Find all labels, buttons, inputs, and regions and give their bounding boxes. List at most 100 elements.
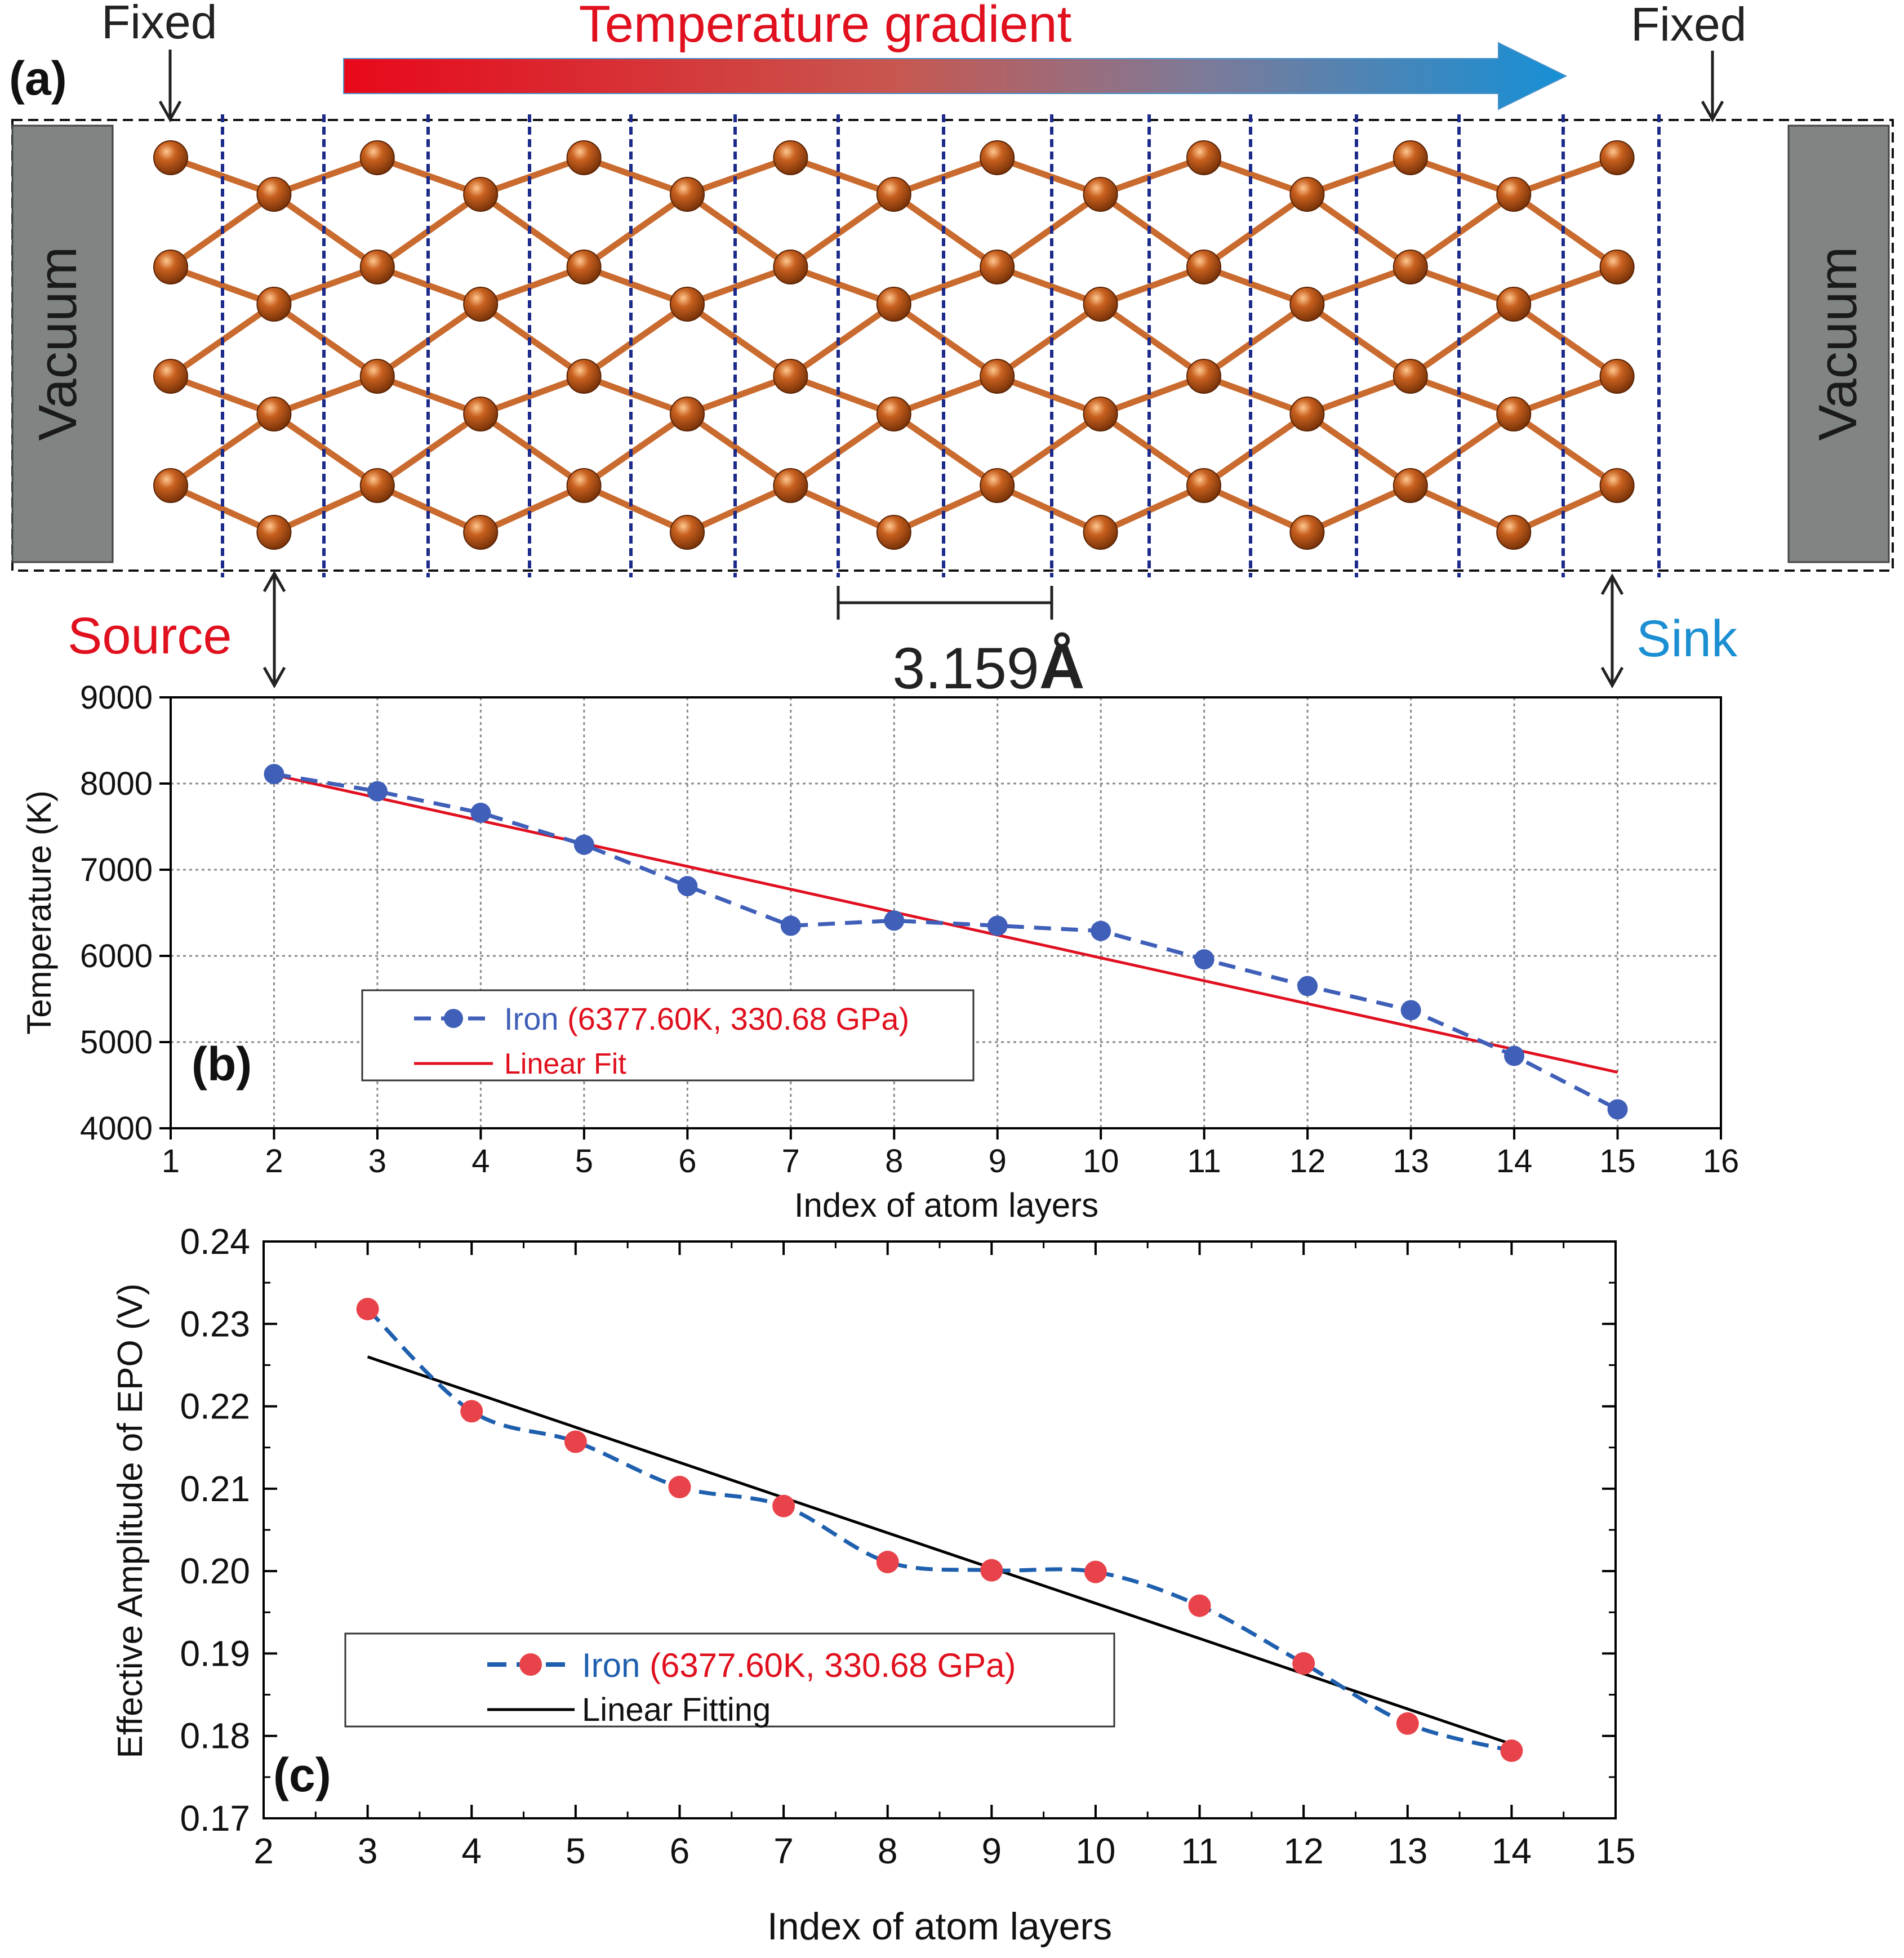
iron-atom [463,515,499,550]
lattice-bond [1407,411,1517,489]
lattice-bond [581,373,691,417]
chart-b-point [677,876,698,897]
lattice-bond [1200,301,1310,380]
iron-atom [1496,287,1532,322]
chart-c-legend-iron-text: Iron (6377.60K, 330.68 GPa) [582,1646,1016,1684]
lattice-bond [1407,191,1517,270]
iron-atom [980,140,1015,175]
fixed-right-label: Fixed [1631,0,1746,51]
chart-b-ytick-label: 8000 [80,766,153,802]
vacuum-right-label: Vacuum [1808,246,1868,440]
lattice-bond [1510,264,1621,308]
chart-c-point [1188,1594,1211,1617]
iron-atom [1289,287,1325,322]
lattice-bond [1304,411,1414,489]
iron-atom [153,140,188,175]
lattice-bond [1510,373,1621,417]
lattice-bond [1200,482,1310,536]
chart-c-legend-iron-name: Iron [582,1646,640,1684]
lattice-bond [581,154,691,198]
iron-atom [153,250,188,284]
iron-atom [463,287,499,322]
lattice-bond [1510,191,1621,270]
lattice-bond [787,154,897,198]
chart-c-xtick-label: 7 [773,1831,794,1871]
chart-c-ytick-label: 0.23 [180,1303,250,1344]
chart-c-xtick-label: 12 [1284,1831,1324,1871]
chart-b-xtick-label: 11 [1187,1143,1221,1180]
chart-b-xtick-label: 1 [162,1143,180,1180]
fixed-left-label: Fixed [101,0,217,48]
iron-atom [153,468,188,503]
iron-atom [566,250,602,284]
chart-c-xtick-label: 6 [670,1831,690,1871]
chart-c-ytick-label: 0.24 [180,1221,250,1262]
lattice-bond [270,264,381,308]
lattice-bond [1407,264,1517,308]
chart-b-point [1504,1045,1525,1066]
lattice-bond [167,373,277,417]
lattice-bond [477,482,588,536]
lattice-bond [477,411,588,489]
chart-b-xtick-label: 13 [1393,1143,1429,1180]
chart-c-xtick-label: 8 [878,1831,898,1871]
lattice-bond [167,154,277,198]
iron-atom [256,287,292,322]
chart-c-linear-fitting [367,1355,1512,1746]
iron-atom [153,359,188,394]
chart-b-series-line [273,772,1619,1111]
lattice-bond [1304,264,1414,308]
iron-atom [1289,515,1325,550]
lattice-bond [477,301,588,380]
lattice-bond [270,154,381,198]
chart-c-epo-amplitude: 2 3 4 5 6 7 8 9 10 11 12 13 14 15 0.17 0.18 0.19 0.20 0.2… [111,1221,1636,1948]
iron-atom [1393,140,1428,175]
iron-atom [773,468,808,503]
fixed-left-arrow [158,50,182,123]
lattice-bond [891,411,1000,489]
chart-b-point [264,764,284,785]
lattice-bond [891,373,1000,417]
iron-atom [566,468,602,503]
iron-atom [876,515,911,550]
chart-b-legend: Iron (6377.60K, 330.68 GPa) Linear Fit [361,989,975,1082]
iron-atom [1186,140,1221,175]
lattice-bond [684,191,794,270]
lattice-bond [1510,411,1621,489]
chart-b-xtick-label: 9 [989,1143,1007,1180]
lattice-bond [1200,373,1310,417]
iron-atom [1599,250,1635,284]
chart-b-legend-iron-name: Iron [504,1001,559,1036]
iron-atom [773,359,808,394]
fixed-right-arrow [1701,51,1724,123]
iron-atom [359,140,395,175]
lattice-bond [787,264,897,308]
iron-atom [670,397,705,431]
iron-atom [1083,287,1118,322]
chart-c-point [564,1430,587,1453]
sink-label: Sink [1636,610,1738,668]
lattice-bond [994,264,1104,308]
iron-atom [980,468,1015,503]
iron-atom [256,177,292,212]
chart-b-ylabel: Temperature (K) [20,790,58,1034]
chart-b-xtick-label: 5 [575,1143,593,1180]
chart-c-point [1500,1739,1523,1763]
lattice-bond [1304,301,1414,380]
lattice-bond [1200,411,1310,489]
lattice-bond [270,482,381,536]
chart-b-point [470,803,491,824]
chart-c-y-tick-labels: 0.17 0.18 0.19 0.20 0.21 0.22 0.23 0.24 [180,1221,250,1839]
chart-b-ytick-label: 7000 [80,852,153,888]
lattice-bond [1407,373,1517,417]
chart-b-point [884,910,905,931]
chart-b-point [1091,920,1111,941]
chart-b-x-tick-labels: 1 2 3 4 5 6 7 8 9 10 11 12 13 14 15 16 [162,1143,1739,1180]
chart-b-xtick-label: 15 [1599,1143,1636,1180]
iron-atom [1186,359,1221,394]
chart-c-ytick-label: 0.21 [180,1468,250,1509]
chart-c-panel-label: (c) [273,1748,331,1801]
iron-atom [980,250,1015,284]
sink-arrow [1600,573,1624,689]
lattice-bond [684,301,794,380]
